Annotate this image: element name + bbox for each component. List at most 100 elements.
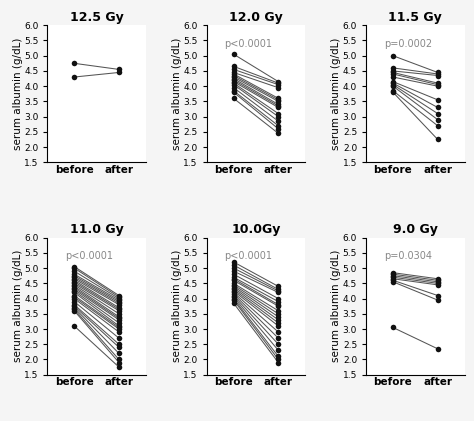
Point [434,136,441,143]
Point [115,69,123,76]
Point [71,74,78,80]
Point [274,101,282,108]
Point [71,295,78,302]
Point [274,356,282,363]
Point [115,310,123,317]
Point [230,277,237,284]
Point [230,271,237,277]
Point [230,71,237,77]
Point [115,294,123,301]
Point [434,292,441,299]
Point [71,292,78,299]
Point [230,51,237,58]
Point [230,77,237,83]
Point [230,283,237,290]
Point [274,359,282,366]
Point [115,307,123,314]
Point [274,317,282,323]
Point [434,277,441,284]
Point [115,350,123,357]
Point [115,298,123,305]
Point [115,317,123,323]
Point [389,69,397,76]
Point [434,346,441,352]
Point [115,66,123,73]
Point [115,301,123,308]
Point [434,275,441,282]
Y-axis label: serum albumin (g/dL): serum albumin (g/dL) [331,250,341,362]
Point [115,356,123,363]
Point [274,298,282,305]
Point [230,72,237,79]
Point [434,71,441,77]
Point [389,67,397,74]
Point [115,324,123,331]
Point [274,322,282,329]
Point [230,275,237,282]
Text: p<0.0001: p<0.0001 [225,251,273,261]
Point [274,329,282,336]
Point [389,271,397,277]
Point [274,110,282,117]
Point [71,286,78,293]
Point [389,88,397,94]
Point [71,268,78,274]
Point [230,294,237,301]
Point [389,278,397,285]
Point [434,297,441,304]
Point [230,300,237,306]
Point [230,292,237,299]
Point [274,353,282,360]
Title: 9.0 Gy: 9.0 Gy [393,224,438,237]
Point [230,274,237,281]
Point [274,347,282,354]
Point [115,341,123,348]
Point [71,263,78,270]
Point [434,80,441,86]
Point [115,364,123,370]
Point [115,344,123,351]
Point [230,289,237,296]
Title: 10.0Gy: 10.0Gy [231,224,281,237]
Point [230,95,237,102]
Point [71,301,78,308]
Point [274,307,282,314]
Point [230,89,237,96]
Point [115,320,123,326]
Point [389,81,397,88]
Point [71,298,78,305]
Point [115,359,123,366]
Point [71,265,78,272]
Point [115,322,123,329]
Point [71,282,78,288]
Point [389,275,397,282]
Point [230,88,237,94]
Point [434,69,441,76]
Point [230,258,237,265]
Point [274,96,282,103]
Point [71,288,78,294]
Point [230,75,237,82]
Point [71,274,78,281]
Point [389,74,397,80]
Point [71,289,78,296]
Point [230,268,237,274]
Point [230,84,237,91]
Point [434,116,441,123]
Point [274,80,282,86]
Point [71,322,78,329]
Point [115,306,123,312]
Point [115,329,123,336]
Y-axis label: serum albumin (g/dL): serum albumin (g/dL) [331,37,341,150]
Point [230,262,237,269]
Point [389,78,397,85]
Point [230,286,237,293]
Point [389,83,397,90]
Point [274,314,282,320]
Point [389,269,397,276]
Point [230,285,237,291]
Point [274,113,282,120]
Point [274,286,282,293]
Y-axis label: serum albumin (g/dL): serum albumin (g/dL) [172,250,182,362]
Point [230,297,237,304]
